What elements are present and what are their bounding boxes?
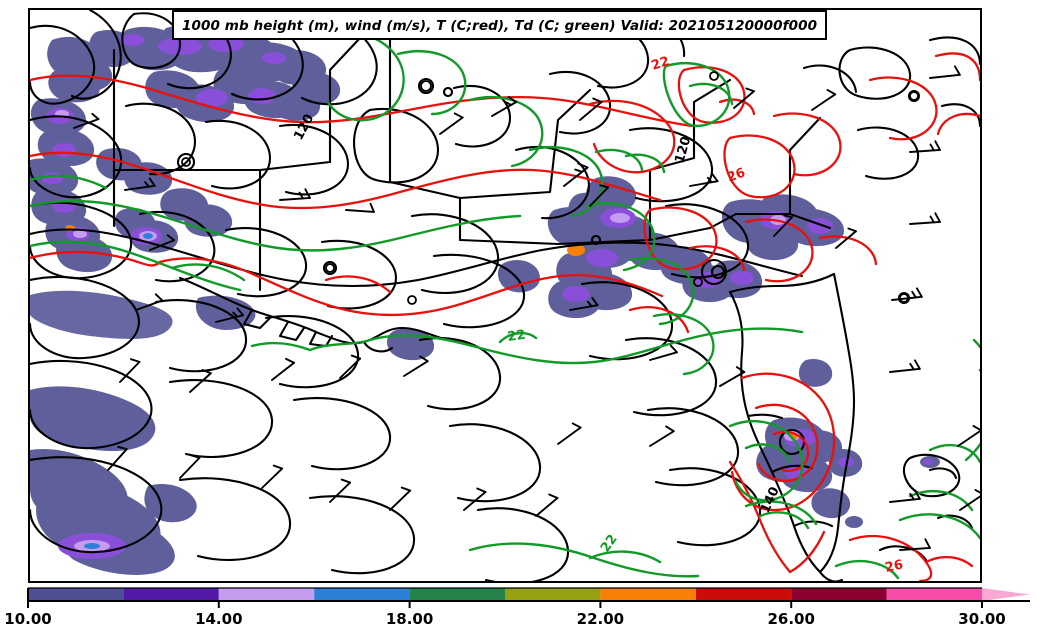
map-panel: 120 120 140 22 26 26 22 22 22 <box>28 8 982 583</box>
colorbar-axis: 10.00 14.00 18.00 22.00 26.00 30.00 <box>4 587 1030 628</box>
temperature-contours <box>30 52 980 581</box>
colorbar-segment <box>886 588 982 601</box>
colorbar-segments <box>28 588 1030 601</box>
colorbar-segment <box>600 588 696 601</box>
page-title: 1000 mb height (m), wind (m/s), T (C;red… <box>182 18 818 34</box>
height-contour-label: 140 <box>758 485 783 516</box>
map-plot-area: 120 120 140 22 26 26 22 22 22 <box>30 10 980 581</box>
height-contour-label: 120 <box>672 135 694 165</box>
colorbar-tick-label: 18.00 <box>386 610 433 628</box>
plot-title-box: 1000 mb height (m), wind (m/s), T (C;red… <box>172 10 828 40</box>
dewpoint-contour-label: 22 <box>506 328 526 345</box>
colorbar-segment <box>218 588 315 601</box>
colorbar-tick-label: 10.00 <box>4 610 51 628</box>
colorbar-segment <box>505 588 601 601</box>
temperature-contour-label: 26 <box>884 557 905 575</box>
colorbar-svg: 10.00 14.00 18.00 22.00 26.00 30.00 <box>4 587 1030 628</box>
wind-barbs <box>73 65 980 551</box>
colorbar-tick-label: 30.00 <box>958 610 1005 628</box>
colorbar-tick-label: 26.00 <box>767 610 814 628</box>
colorbar-extend-arrow <box>982 588 1030 601</box>
colorbar-segment <box>791 588 887 601</box>
colorbar-tick-label: 14.00 <box>195 610 242 628</box>
station-markers <box>181 71 919 305</box>
colorbar-segment <box>695 588 792 601</box>
colorbar-tick-label: 22.00 <box>577 610 624 628</box>
temperature-contour-label: 22 <box>650 54 672 74</box>
temperature-contour-label: 26 <box>725 165 747 185</box>
colorbar-segment <box>409 588 505 601</box>
height-contours <box>30 10 980 581</box>
colorbar-segment <box>28 588 124 601</box>
colorbar-segment <box>314 588 410 601</box>
dewpoint-contours <box>30 30 980 580</box>
colorbar: 10.00 14.00 18.00 22.00 26.00 30.00 <box>0 583 1037 633</box>
colorbar-segment <box>123 588 219 601</box>
